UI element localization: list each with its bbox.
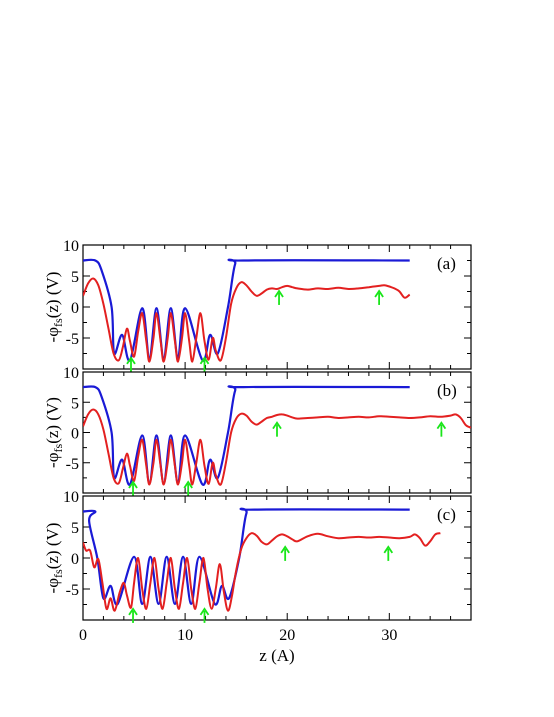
y-tick-label: 5 [71, 520, 79, 537]
blue-series-line [83, 507, 410, 606]
y-tick-label: 0 [71, 300, 79, 317]
y-axis-label: -φfs(z) (V) [43, 397, 65, 468]
green-arrow-marker [183, 480, 193, 496]
panel-c: 10 5 0 -5-φfs(z) (V) (c) [43, 489, 472, 623]
x-tick-label: 30 [381, 627, 397, 644]
green-arrow-marker [128, 480, 138, 496]
y-tick-label: 5 [71, 269, 79, 286]
blue-series-line [83, 385, 410, 486]
green-arrow-marker [272, 421, 282, 437]
y-tick-label: 10 [63, 365, 79, 382]
y-tick-label: 0 [71, 551, 79, 568]
panel-label: (a) [437, 254, 456, 273]
green-arrow-marker [126, 356, 136, 372]
green-arrow-marker [274, 289, 284, 305]
panel-label: (b) [437, 381, 457, 400]
y-tick-label: 10 [63, 238, 79, 255]
red-series-line [83, 277, 411, 363]
plot-frame [82, 244, 472, 370]
panel-label: (c) [437, 505, 456, 524]
red-series-line [83, 408, 471, 486]
x-tick-label: 0 [79, 627, 87, 644]
y-tick-label: 10 [63, 489, 79, 506]
y-tick-label: -5 [66, 456, 79, 473]
green-arrow-marker [436, 421, 447, 437]
panel-a: 10 5 0 -5-φfs(z) (V) (a) [43, 238, 472, 372]
y-tick-label: 5 [71, 395, 79, 412]
y-axis-label: -φfs(z) (V) [43, 272, 65, 343]
y-tick-label: -5 [66, 582, 79, 599]
y-tick-label: 0 [71, 426, 79, 443]
green-arrow-marker [374, 289, 384, 305]
x-axis-label: z (A) [259, 646, 294, 665]
green-arrow-marker [280, 545, 290, 561]
y-tick-label: -5 [66, 331, 79, 348]
red-series-line [83, 532, 441, 612]
x-tick-label: 20 [279, 627, 295, 644]
y-axis-label: -φfs(z) (V) [43, 523, 65, 594]
green-arrow-marker [199, 607, 210, 623]
panel-b: 10 5 0 -5-φfs(z) (V) (b) [43, 365, 472, 496]
blue-series-line [83, 258, 410, 362]
green-arrow-marker [383, 545, 394, 561]
green-arrow-marker [199, 356, 210, 372]
green-arrow-marker [128, 607, 138, 623]
x-tick-label: 10 [177, 627, 193, 644]
